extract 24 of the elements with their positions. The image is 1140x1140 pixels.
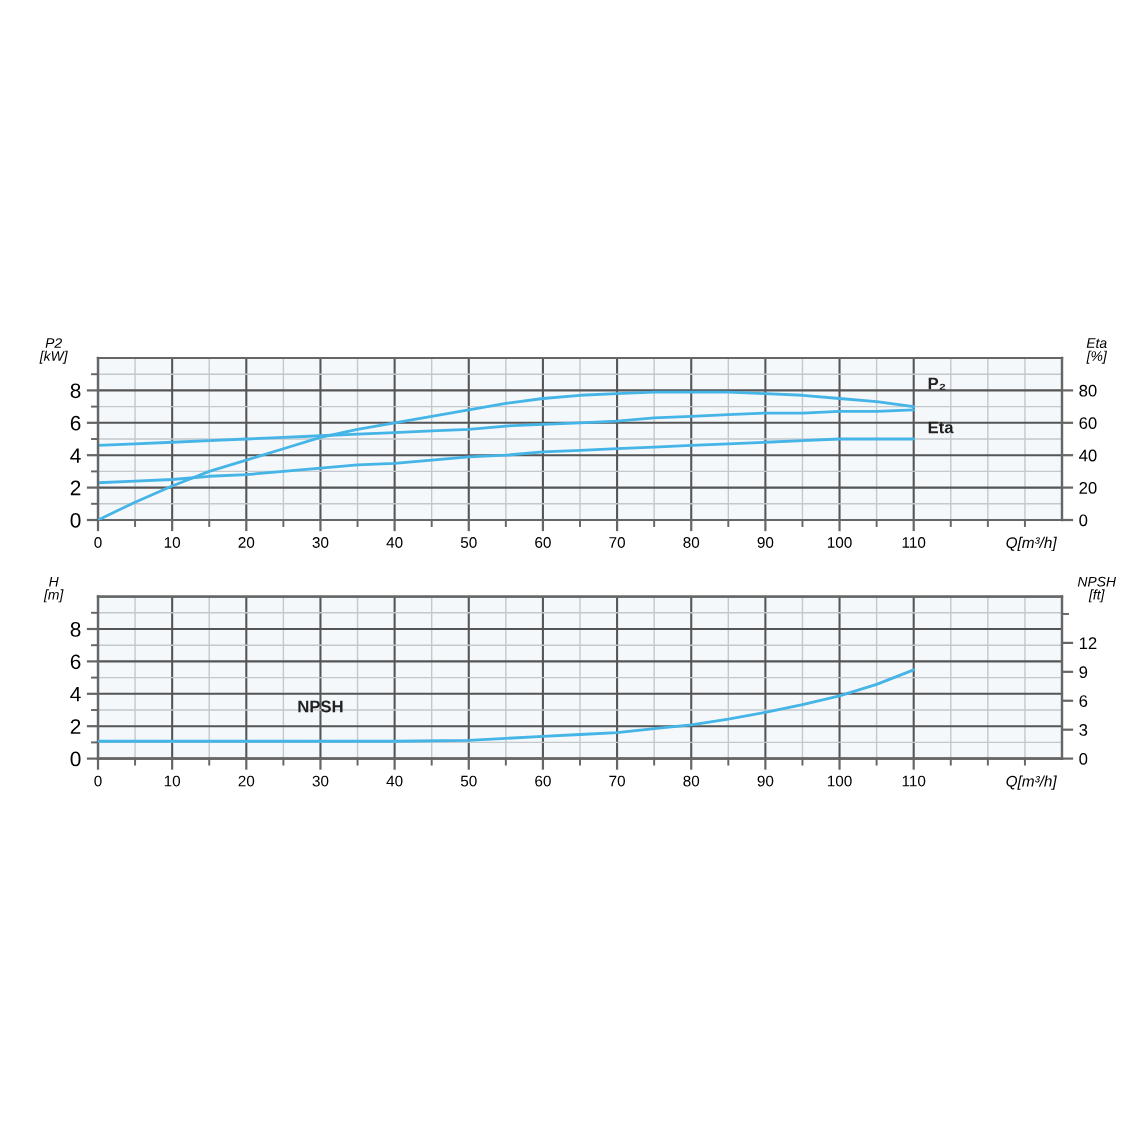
y2-tick-label: 20: [1079, 482, 1097, 494]
y2-tick-label: 12: [1079, 637, 1097, 649]
y-tick-label: 6: [70, 415, 81, 431]
line-series: [98, 668, 916, 743]
y-tick-label: 8: [70, 622, 81, 637]
y-tick-label: 6: [70, 654, 81, 670]
y2-tick-label: 3: [1079, 724, 1088, 736]
y-tick-label: 4: [70, 687, 81, 702]
y2-tick-label: 40: [1079, 449, 1097, 462]
y2-tick-label: 0: [1079, 753, 1088, 765]
y-tick-label: 2: [70, 480, 81, 496]
y2-tick-label: 6: [1079, 695, 1088, 707]
y-tick-label: 4: [70, 448, 81, 463]
y-tick-label: 8: [70, 383, 81, 399]
y2-tick-label: 80: [1079, 384, 1097, 397]
series-label: Eta: [928, 421, 954, 434]
y2-tick-label: 0: [1079, 514, 1088, 527]
y2-tick-label: 60: [1079, 417, 1097, 429]
y-tick-label: 0: [70, 513, 81, 528]
series-label: P₂: [928, 377, 946, 390]
y-tick-label: 0: [70, 751, 81, 767]
series-label: NPSH: [298, 700, 343, 713]
y-tick-label: 2: [70, 719, 81, 734]
y2-tick-label: 9: [1079, 666, 1088, 679]
